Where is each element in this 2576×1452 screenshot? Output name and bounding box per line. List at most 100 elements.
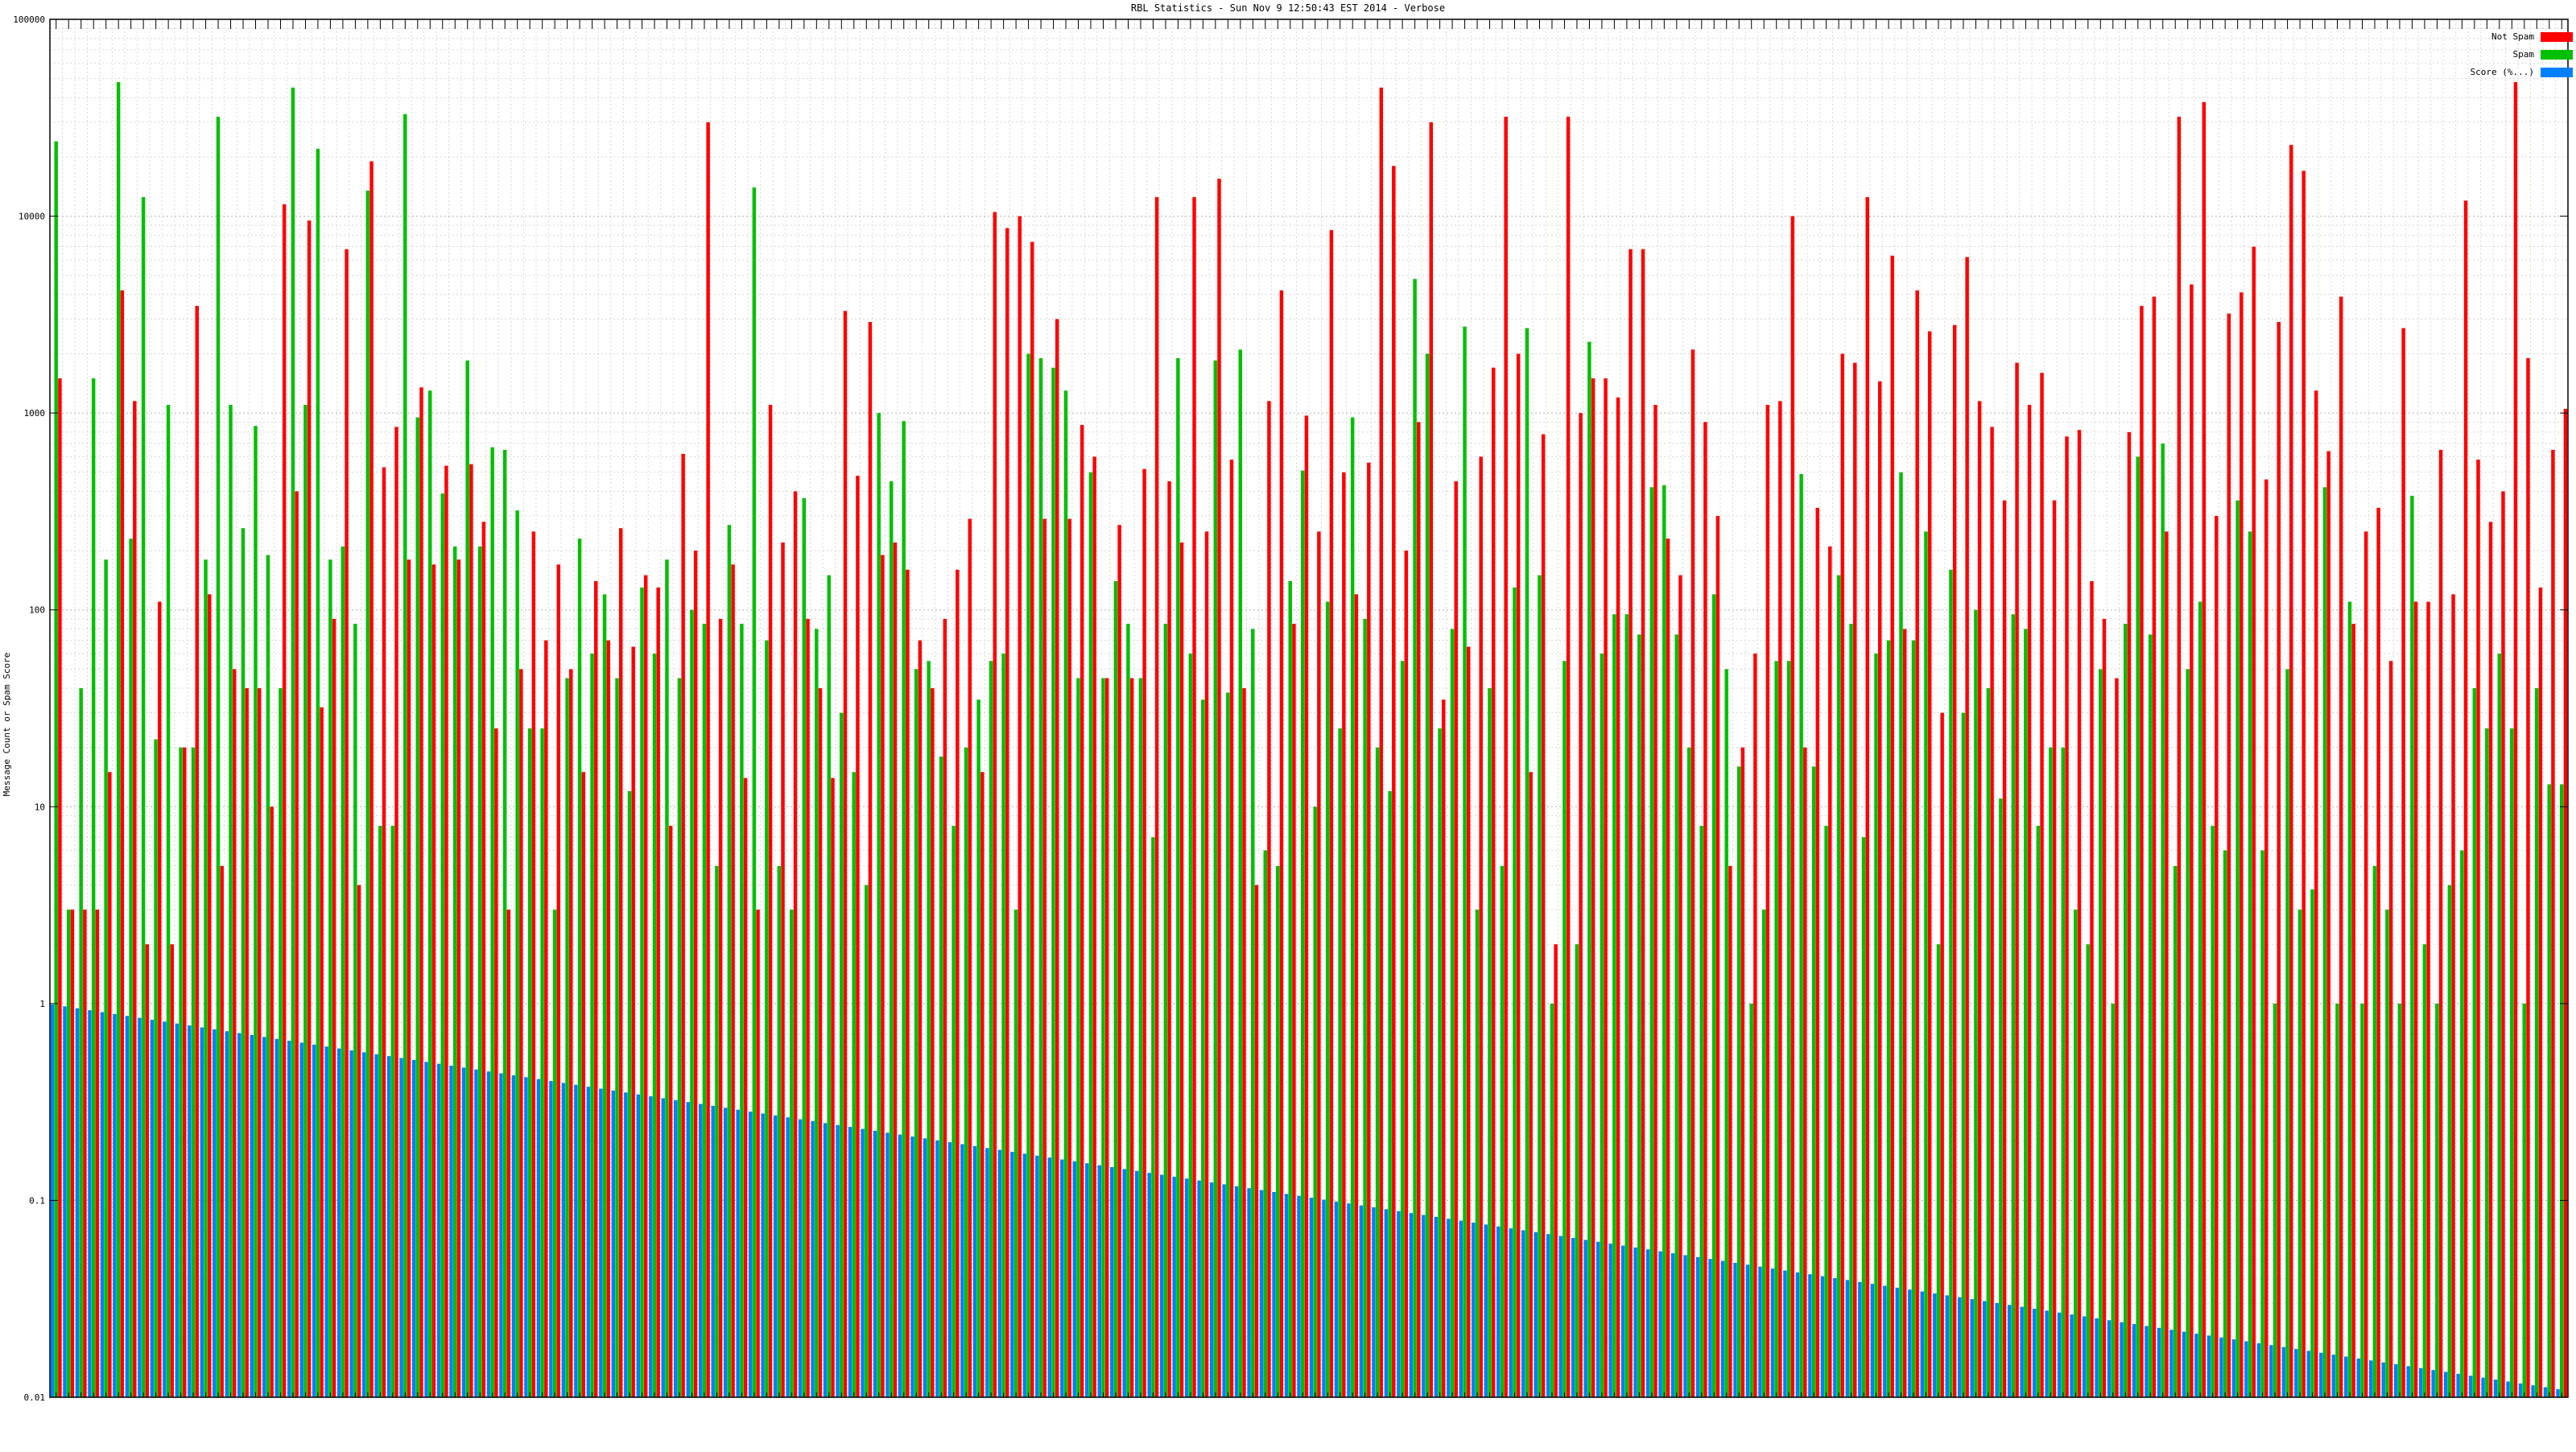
spam-bar <box>1450 629 1455 1397</box>
spam-bar <box>1836 575 1841 1397</box>
not-spam-bar <box>893 542 898 1397</box>
score-bar <box>1122 1169 1126 1397</box>
not-spam-bar <box>1591 378 1596 1398</box>
score-bar <box>786 1117 790 1397</box>
spam-bar <box>1624 614 1629 1397</box>
score-bar <box>1633 1247 1637 1397</box>
not-spam-bar <box>2090 580 2094 1397</box>
not-spam-bar <box>806 618 810 1397</box>
not-spam-bar <box>2127 431 2132 1397</box>
score-bar <box>2231 1339 2236 1397</box>
spam-bar <box>1786 661 1791 1397</box>
score-bar <box>287 1041 291 1397</box>
spam-bar <box>328 559 332 1397</box>
spam-bar <box>2124 623 2128 1397</box>
not-spam-bar <box>2252 246 2256 1398</box>
score-bar <box>163 1021 167 1397</box>
spam-bar <box>1637 634 1641 1397</box>
not-spam-bar <box>1018 216 1022 1397</box>
spam-bar <box>976 699 980 1397</box>
not-spam-bar <box>2401 328 2405 1397</box>
score-bar <box>63 1006 67 1397</box>
spam-bar <box>1961 712 1966 1397</box>
spam-bar <box>2397 1003 2402 1397</box>
score-bar <box>2045 1310 2049 1397</box>
not-spam-bar <box>245 688 249 1397</box>
spam-bar <box>1525 328 1530 1397</box>
score-bar <box>2543 1387 2548 1397</box>
spam-bar <box>1861 837 1866 1397</box>
spam-bar <box>1674 634 1678 1397</box>
not-spam-bar <box>2240 292 2244 1397</box>
not-spam-bar <box>1753 653 1757 1397</box>
spam-bar <box>1213 360 1218 1397</box>
not-spam-bar <box>519 669 523 1397</box>
not-spam-bar <box>2002 500 2007 1398</box>
score-bar <box>2157 1327 2161 1397</box>
spam-bar <box>2435 1003 2439 1397</box>
spam-bar <box>341 546 345 1398</box>
not-spam-bar <box>968 518 972 1397</box>
spam-bar <box>2235 500 2240 1398</box>
spam-bar <box>204 559 208 1397</box>
legend: Not Spam Spam Score (%...) <box>2471 31 2573 77</box>
not-spam-bar <box>108 772 112 1397</box>
score-bar <box>636 1094 641 1397</box>
score-bar <box>1060 1159 1064 1397</box>
spam-bar <box>353 623 357 1397</box>
spam-bar <box>790 910 794 1397</box>
spam-bar <box>1600 653 1604 1397</box>
spam-bar <box>1488 688 1492 1397</box>
spam-bar <box>2036 825 2041 1397</box>
score-bar <box>1546 1234 1550 1397</box>
score-bar <box>1745 1264 1750 1397</box>
score-bar <box>2456 1373 2460 1397</box>
spam-bar <box>390 825 395 1397</box>
spam-bar <box>1563 661 1567 1397</box>
not-spam-bar <box>1579 413 1583 1397</box>
score-bar <box>461 1067 466 1397</box>
score-bar <box>1534 1231 1538 1397</box>
spam-bar <box>2211 825 2215 1397</box>
score-bar <box>1284 1194 1289 1397</box>
not-spam-bar <box>831 778 835 1397</box>
score-bar <box>2244 1341 2248 1397</box>
not-spam-bar <box>1629 249 1633 1397</box>
not-spam-bar <box>2501 491 2505 1397</box>
spam-bar <box>2522 1003 2526 1397</box>
score-bar <box>2281 1347 2286 1397</box>
not-spam-bar <box>481 522 486 1397</box>
not-spam-bar <box>1404 551 1409 1397</box>
score-bar <box>1558 1235 1563 1397</box>
score-bar <box>1733 1262 1737 1397</box>
spam-bar <box>1026 353 1030 1397</box>
score-bar <box>2369 1360 2373 1397</box>
not-spam-bar <box>1392 166 1396 1397</box>
score-bar <box>1222 1184 1226 1397</box>
not-spam-bar <box>1715 516 1720 1397</box>
score-bar <box>1484 1224 1488 1397</box>
spam-bar <box>1986 688 1991 1397</box>
not-spam-bar <box>1329 229 1334 1398</box>
score-bar <box>1895 1287 1900 1397</box>
score-bar <box>1683 1255 1687 1397</box>
score-bar <box>524 1077 528 1397</box>
spam-bar <box>141 196 146 1397</box>
spam-bar <box>802 497 807 1397</box>
score-bar <box>1920 1291 1925 1397</box>
spam-bar <box>1687 747 1691 1397</box>
spam-bar <box>1550 1003 1554 1397</box>
not-spam-bar <box>1977 401 1982 1397</box>
spam-bar <box>2024 629 2028 1397</box>
spam-bar <box>1911 640 1916 1397</box>
score-bar <box>586 1087 591 1397</box>
not-spam-bar <box>307 221 312 1397</box>
spam-bar <box>2285 669 2289 1397</box>
score-bar <box>611 1090 616 1397</box>
not-spam-bar <box>643 575 648 1397</box>
score-bar <box>1496 1226 1501 1397</box>
spam-bar <box>1388 790 1392 1397</box>
not-spam-bar <box>2152 296 2157 1398</box>
